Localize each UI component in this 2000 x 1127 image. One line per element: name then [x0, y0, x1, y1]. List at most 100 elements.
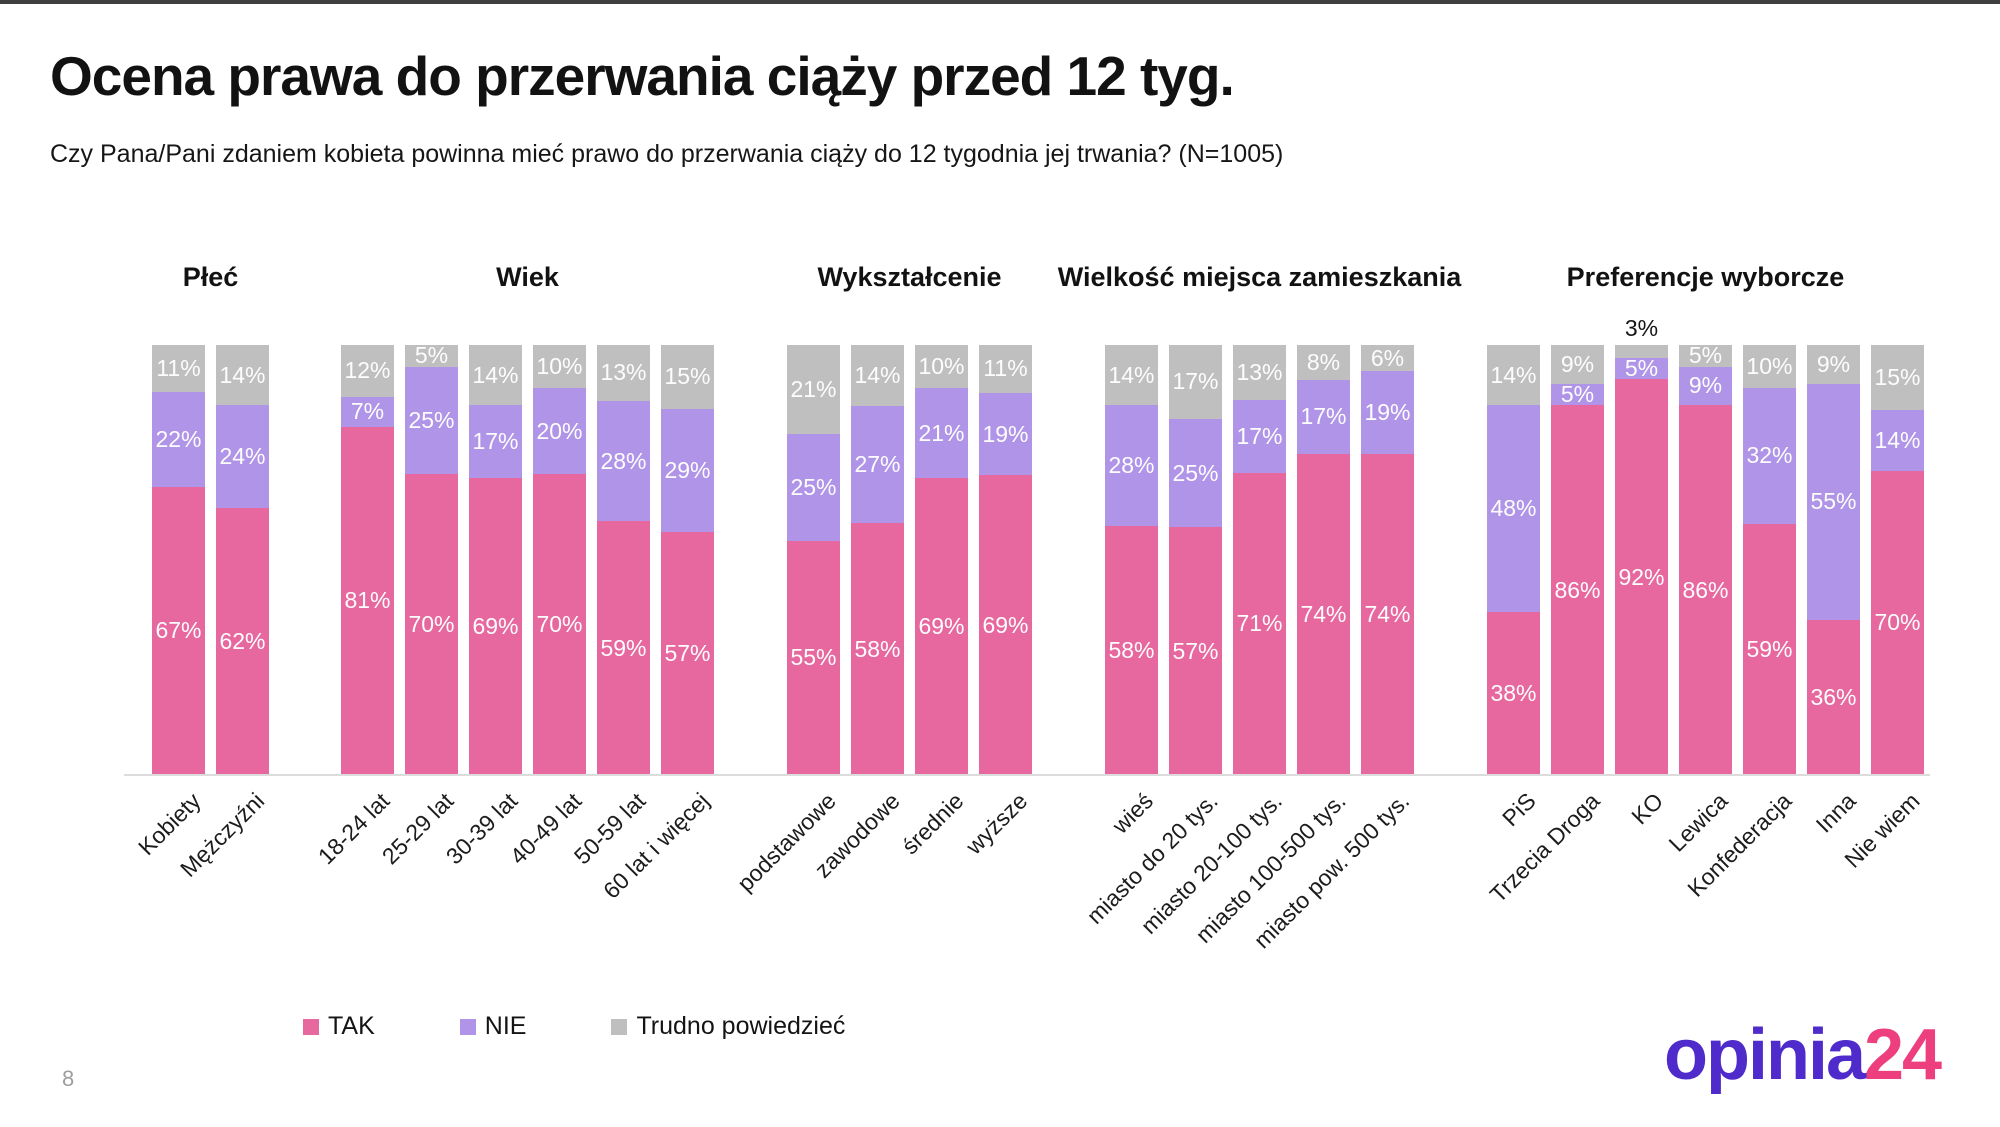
segment-value-label: 55% [1810, 488, 1857, 515]
stacked-bar: 5% 25% 70% 25-29 lat [377, 344, 459, 870]
segment-tak: 58% [1105, 525, 1158, 775]
segment-value-label: 14% [219, 361, 266, 388]
chart-group: Wykształcenie 21% 25% 55% podstawowe 14% 27% 58… [732, 262, 1033, 896]
segment-value-label: 12% [344, 357, 391, 384]
segment-value-label: 70% [1874, 609, 1921, 636]
segment-value-label: 27% [854, 450, 901, 477]
segment-tak: 69% [469, 478, 522, 775]
chart-group: Wiek 12% 7% 81% 18-24 lat 5% 25% 70% 25-29 lat 14… [313, 262, 715, 904]
segment-nie: 29% [661, 408, 714, 533]
segment-tak: 74% [1297, 453, 1350, 775]
segment-value-label: 21% [790, 376, 837, 403]
segment-td: 9% [1807, 345, 1860, 384]
segment-nie: 17% [1297, 379, 1350, 454]
bars-row: 21% 25% 55% podstawowe 14% 27% 58% zawodowe 10% 2… [732, 345, 1032, 896]
segment-td: 10% [1743, 345, 1796, 388]
segment-nie: 7% [341, 396, 394, 427]
segment-nie: 24% [216, 405, 269, 509]
segment-value-label: 71% [1236, 610, 1283, 637]
segment-tak: 67% [152, 486, 205, 775]
segment-value-label: 17% [1236, 423, 1283, 450]
category-label: KO [1626, 787, 1669, 830]
segment-value-label: 14% [854, 361, 901, 388]
segment-tak: 58% [851, 523, 904, 775]
segment-value-label: 70% [408, 611, 455, 637]
segment-tak: 74% [1361, 453, 1414, 775]
segment-value-label: 28% [600, 447, 647, 474]
segment-nie: 48% [1487, 405, 1540, 612]
segment-td: 17% [1169, 345, 1222, 419]
segment-td: 10% [915, 345, 968, 388]
segment-nie: 19% [1361, 371, 1414, 454]
segment-value-label: 25% [408, 406, 455, 433]
legend-label-trudno-powiedziec: Trudno powiedzieć [636, 1012, 846, 1040]
segment-value-label: 38% [1490, 679, 1537, 706]
legend: TAK NIE Trudno powiedzieć [303, 1012, 845, 1041]
logo-text-opinia: opinia [1664, 1015, 1866, 1095]
stacked-bar: 13% 17% 71% miasto 20-100 tys. [1135, 345, 1286, 939]
segment-value-label: 67% [155, 617, 202, 644]
segment-tak: 59% [1743, 523, 1796, 775]
segment-td: 14% [216, 345, 269, 406]
segment-td: 5% [1679, 344, 1732, 367]
group-title-text: Wielkość miejsca zamieszkania [1057, 262, 1462, 292]
category-label: wyższe [960, 787, 1033, 860]
segment-nie: 25% [1169, 418, 1222, 528]
segment-value-label: 24% [219, 443, 266, 470]
segment-nie: 20% [533, 388, 586, 474]
segment-nie: 32% [1743, 387, 1796, 524]
segment-td: 13% [597, 345, 650, 401]
segment-value-label: 59% [1746, 635, 1793, 662]
stacked-bar: 10% 32% 59% Konfederacja [1682, 345, 1796, 902]
segment-nie: 25% [405, 366, 458, 474]
segment-td: 11% [979, 345, 1032, 393]
stacked-bar: 9% 55% 36% Inna [1807, 345, 1860, 838]
segment-nie: 28% [597, 400, 650, 522]
segment-td: 12% [341, 345, 394, 397]
segment-nie: 9% [1679, 366, 1732, 406]
category-label: PiS [1496, 787, 1541, 832]
segment-tak: 69% [979, 475, 1032, 775]
segment-tak: 55% [787, 540, 840, 775]
segment-tak: 70% [1871, 470, 1924, 775]
segment-value-label: 13% [600, 359, 647, 386]
stacked-bar: 5% 9% 86% Lewica [1663, 344, 1732, 857]
stacked-bar: 6% 19% 74% miasto pow. 500 tys. [1249, 344, 1414, 953]
segment-value-label: 48% [1490, 494, 1537, 521]
segment-value-label: 25% [790, 474, 837, 501]
legend-item-tak: TAK [303, 1012, 375, 1041]
segment-value-label: 55% [790, 644, 837, 671]
group-title-text: Wiek [496, 262, 559, 292]
stacked-bar: 10% 21% 69% średnie [897, 345, 968, 859]
segment-value-label: 81% [344, 587, 391, 614]
stacked-bar: 10% 20% 70% 40-49 lat [505, 345, 586, 869]
segment-value-label: 19% [982, 420, 1029, 447]
segment-value-label: 11% [983, 355, 1028, 382]
stacked-bar: 11% 22% 67% Kobiety [133, 345, 205, 860]
segment-value-label: 17% [472, 428, 519, 455]
segment-tak: 38% [1487, 611, 1540, 775]
segment-nie: 21% [915, 388, 968, 479]
category-label: średnie [896, 787, 969, 860]
stacked-bar: 3% 5% 92% KO [1615, 317, 1668, 829]
stacked-bar: 21% 25% 55% podstawowe [732, 345, 840, 896]
group-title: Preferencje wyborcze [1487, 262, 1924, 298]
segment-value-label: 74% [1364, 600, 1411, 627]
segment-td: 8% [1297, 345, 1350, 380]
segment-nie: 55% [1807, 383, 1860, 621]
segment-td: 11% [152, 345, 205, 393]
stacked-bar: 14% 28% 58% wieś [1105, 345, 1158, 839]
survey-question-subtitle: Czy Pana/Pani zdaniem kobieta powinna mi… [50, 140, 1284, 168]
segment-value-label: 6% [1370, 344, 1405, 371]
segment-value-label: 14% [1874, 427, 1921, 454]
segment-td: 15% [1871, 345, 1924, 411]
segment-value-label: 57% [1172, 637, 1219, 664]
bars-row: 11% 22% 67% Kobiety 14% 24% 62% Mężczyźni [133, 345, 269, 882]
segment-value-label: 15% [1874, 364, 1921, 391]
segment-value-label: 92% [1618, 563, 1665, 590]
bars-row: 14% 28% 58% wieś 17% 25% 57% miasto do 20 tys. 1… [1081, 344, 1414, 953]
category-label: wieś [1107, 787, 1159, 839]
legend-swatch-tak [303, 1018, 319, 1035]
segment-value-label: 13% [1236, 359, 1283, 386]
legend-label-nie: NIE [484, 1012, 527, 1040]
